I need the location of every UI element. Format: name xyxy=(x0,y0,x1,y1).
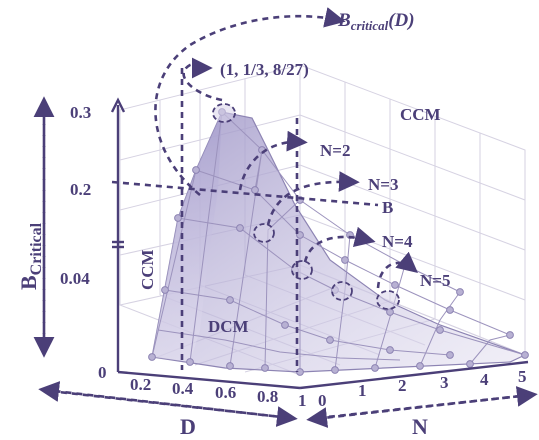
critical-surface xyxy=(148,108,529,376)
b-marker-label: B xyxy=(382,198,393,217)
label-n3: N=3 xyxy=(368,175,398,194)
y-axis-title: BCritical xyxy=(16,222,45,290)
y-tick: 0.3 xyxy=(70,103,91,122)
axis-range-arrows xyxy=(33,96,538,428)
n-tick: 1 xyxy=(358,381,367,400)
axes xyxy=(110,97,529,390)
n-tick: 2 xyxy=(398,376,407,395)
annotation-arrows xyxy=(154,7,418,289)
n-tick: 0 xyxy=(318,391,327,410)
d-tick: 0.6 xyxy=(215,383,236,402)
n-axis-title: N xyxy=(412,414,428,439)
n-tick: 4 xyxy=(480,370,489,389)
label-n2: N=2 xyxy=(320,141,350,160)
n-tick: 5 xyxy=(518,367,527,386)
surface-nodes xyxy=(148,108,529,376)
guide-line-b xyxy=(111,180,379,207)
y-tick-labels: 0.3 0.2 0.04 0 xyxy=(60,103,107,382)
d-tick: 0.2 xyxy=(130,375,151,394)
y-tick: 0.04 xyxy=(60,269,90,288)
b-critical-function-label: Bcritical(D) xyxy=(337,10,415,33)
region-ccm-left: CCM xyxy=(138,249,157,290)
region-ccm-top: CCM xyxy=(400,105,441,124)
d-tick: 1 xyxy=(298,391,307,410)
region-dcm: DCM xyxy=(208,317,249,336)
point-label: (1, 1/3, 8/27) xyxy=(220,60,309,79)
d-axis-title: D xyxy=(180,414,196,439)
n-tick-labels: 0 1 2 3 4 5 xyxy=(318,367,527,410)
d-tick: 0.8 xyxy=(257,387,278,406)
label-n4: N=4 xyxy=(382,232,413,251)
y-tick: 0 xyxy=(98,363,107,382)
d-tick: 0.4 xyxy=(172,379,194,398)
n-tick: 3 xyxy=(440,373,449,392)
y-tick: 0.2 xyxy=(70,180,91,199)
label-n5: N=5 xyxy=(420,271,450,290)
d-tick-labels: 0.2 0.4 0.6 0.8 1 xyxy=(130,375,307,410)
